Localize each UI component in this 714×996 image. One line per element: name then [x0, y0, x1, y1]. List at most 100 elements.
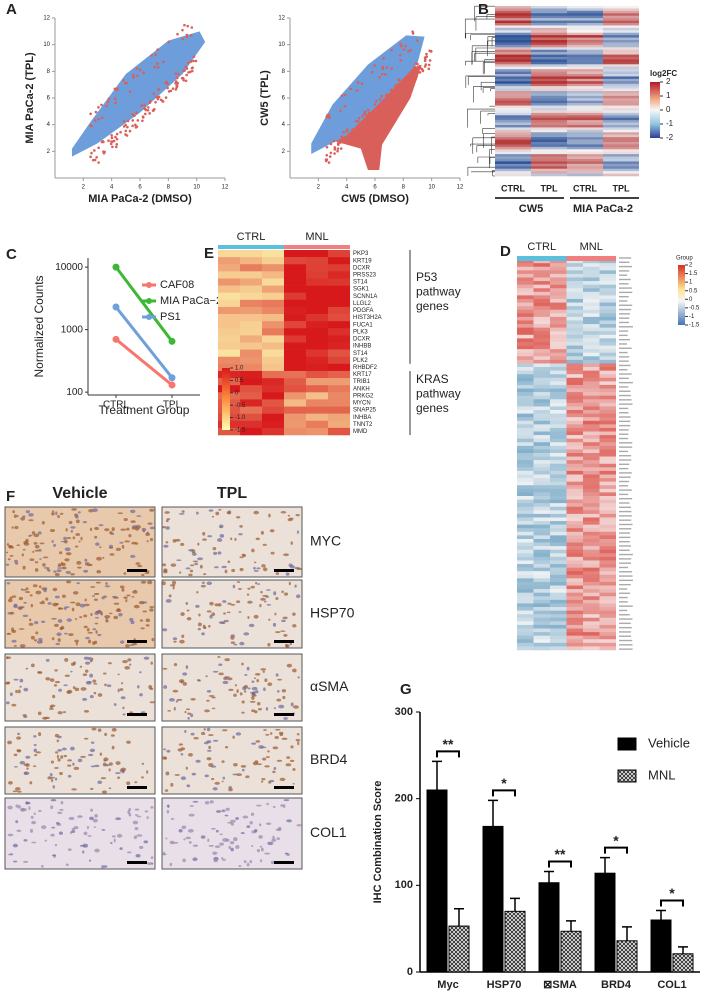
point: [390, 101, 394, 105]
texture: [259, 603, 262, 608]
texture: [290, 541, 293, 545]
heatmap-cell: [567, 6, 603, 9]
texture: [80, 687, 87, 691]
heatmap-cell: [583, 324, 600, 328]
heatmap-cell: [567, 81, 603, 85]
point: [93, 158, 97, 162]
legend-label: MNL: [648, 767, 675, 782]
texture: [130, 620, 135, 625]
point: [363, 117, 366, 121]
y-tick-label: 2: [47, 149, 51, 155]
heatmap-cell: [550, 270, 567, 275]
texture: [200, 731, 206, 736]
heatmap-cell: [599, 614, 616, 619]
heatmap-cell: [599, 535, 616, 540]
texture: [149, 508, 155, 512]
heatmap-cell: [306, 328, 328, 336]
heatmap-cell: [567, 168, 603, 172]
texture: [13, 514, 17, 518]
heatmap-cell: [550, 349, 567, 354]
texture: [222, 776, 226, 780]
heatmap-cell: [583, 513, 600, 518]
heatmap-cell: [517, 309, 534, 314]
texture: [18, 628, 25, 630]
texture: [142, 529, 146, 533]
pathway-label: KRAS pathway genes: [416, 372, 461, 415]
heatmap-cell: [517, 266, 534, 271]
heatmap-cell: [583, 617, 600, 622]
x-tick-label: 6: [138, 185, 142, 191]
texture: [202, 538, 207, 541]
heatmap-cell: [550, 589, 567, 593]
texture: [271, 838, 277, 842]
heatmap-cell: [599, 270, 616, 275]
heatmap-cell: [262, 349, 284, 358]
heatmap-cell: [517, 420, 534, 425]
point: [333, 148, 337, 151]
point: [93, 149, 96, 152]
texture: [61, 562, 66, 567]
heatmap-cell: [566, 513, 583, 518]
texture: [263, 729, 267, 731]
heatmap-cell: [531, 59, 567, 63]
heatmap-cell: [583, 331, 600, 336]
texture: [227, 677, 233, 681]
heatmap-cell: [533, 499, 550, 504]
heatmap-cell: [583, 284, 600, 289]
heatmap-cell: [567, 110, 603, 114]
texture: [84, 603, 90, 607]
texture: [122, 713, 126, 716]
heatmap-cell: [603, 127, 639, 131]
heatmap-cell: [533, 495, 550, 500]
heatmap-cell: [566, 607, 583, 611]
heatmap-cell: [328, 292, 350, 301]
texture: [251, 548, 255, 553]
texture: [123, 517, 128, 522]
texture: [268, 618, 271, 621]
heatmap-cell: [531, 20, 567, 24]
point: [329, 151, 333, 155]
heatmap-cell: [567, 103, 603, 106]
heatmap-cell: [517, 524, 534, 529]
texture: [55, 642, 61, 646]
heatmap-cell: [583, 406, 600, 411]
heatmap-cell: [566, 503, 583, 508]
heatmap-cell: [583, 596, 600, 601]
texture: [12, 843, 18, 848]
heatmap-cell: [550, 456, 567, 461]
heatmap-cell: [550, 624, 567, 629]
point: [169, 89, 173, 93]
legend-label: PS1: [160, 311, 181, 323]
texture: [147, 580, 153, 585]
heatmap-cell: [218, 285, 240, 293]
point: [349, 87, 353, 91]
heatmap-cell: [531, 6, 567, 9]
heatmap-cell: [550, 628, 567, 633]
gene-label: MMD: [353, 429, 368, 435]
heatmap-cell: [550, 331, 567, 336]
point: [164, 96, 168, 99]
texture: [66, 537, 72, 540]
texture: [140, 711, 146, 714]
heatmap-cell: [566, 381, 583, 386]
texture: [214, 845, 221, 849]
texture: [76, 582, 80, 585]
heatmap-cell: [533, 456, 550, 461]
gene-label: PLK3: [353, 329, 368, 335]
texture: [178, 679, 185, 684]
point: [131, 124, 134, 128]
heatmap-cell: [517, 295, 534, 300]
texture: [275, 572, 280, 575]
heatmap-cell: [599, 642, 616, 647]
heatmap-cell: [550, 538, 567, 543]
heatmap-cell: [533, 510, 550, 515]
texture: [11, 629, 17, 634]
point: [415, 75, 418, 79]
point: [411, 30, 414, 34]
point: [143, 107, 146, 111]
heatmap-cell: [566, 417, 583, 422]
heatmap-cell: [262, 314, 284, 322]
texture: [253, 694, 257, 697]
heatmap-cell: [599, 510, 616, 515]
heatmap-cell: [603, 134, 639, 138]
